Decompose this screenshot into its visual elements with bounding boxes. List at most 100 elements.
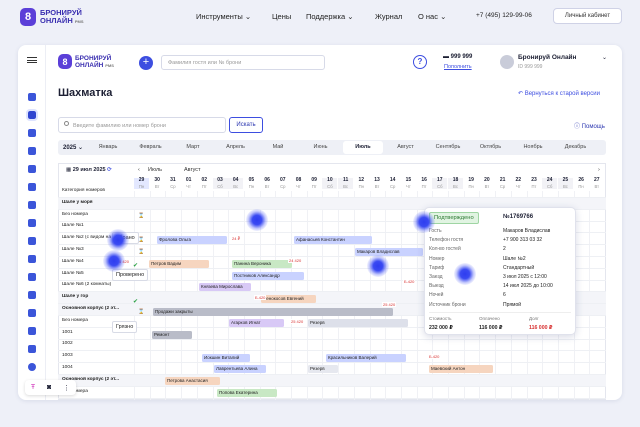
sidebar-chart-icon[interactable] [28,183,36,191]
room-group-row[interactable]: Основной корпус (2 эт... [62,376,120,382]
sidebar-document-icon[interactable] [28,147,36,155]
help-link[interactable]: ⓘ Помощь [574,124,605,130]
room-row[interactable]: 1004 [62,365,73,370]
chevron-down-icon[interactable]: ⌄ [602,55,608,61]
nav-support[interactable]: Поддержка ⌄ [306,12,354,21]
more-icon[interactable]: ⋮ [63,384,71,392]
sidebar-layers-icon[interactable] [28,291,36,299]
month-tab-10[interactable]: Ноябрь [523,144,543,150]
booking-bar[interactable]: Афанасьев Константин [294,236,372,244]
nav-prices[interactable]: Цены [272,12,292,21]
nav-journal[interactable]: Журнал [375,12,403,21]
popup-field-value: 3 июл 2025 с 12:00 [503,274,547,280]
room-row[interactable]: Шале №1 [62,223,84,229]
booking-bar[interactable]: Петров Вадим [149,260,209,268]
booking-search-input[interactable]: Введите фамилию или номер брони [58,117,226,133]
menu-icon[interactable] [27,57,37,63]
booking-bar[interactable]: Петрова Анастасия [165,377,220,385]
sidebar-list-icon[interactable] [28,237,36,245]
booking-bar[interactable]: Резерв [308,319,408,327]
booking-bar[interactable]: Иокшин Виталий [202,354,250,362]
app-logo[interactable]: 8 БРОНИРУЙ ОНЛАЙН PMS [58,54,145,69]
top-up-link[interactable]: Пополнить [444,64,472,70]
room-row[interactable]: Шале №4 [62,258,84,264]
next-arrow-icon[interactable]: › [598,167,600,173]
booking-bar[interactable]: Фролова Ольга [157,236,227,244]
popup-field-value: 6 [503,292,506,299]
booking-bar[interactable]: Панина Вероника [232,260,292,268]
user-name[interactable]: Бронируй Онлайн [518,54,577,61]
booking-bar[interactable]: Продажи закрыты [153,308,393,316]
text-tool-icon[interactable]: Ŧ [30,384,36,391]
day-header: 03 Сб [212,177,228,189]
room-row[interactable]: 1003 [62,353,73,359]
prev-arrow-icon[interactable]: ‹ [138,167,140,173]
sidebar-mail-icon[interactable] [28,273,36,281]
guest-search-input[interactable]: Фамилия гостя или № брони [161,55,325,70]
month-tab-9[interactable]: Октябрь [479,144,502,150]
room-row[interactable]: Категория номеров [62,188,105,193]
month-tab-3[interactable]: Апрель [226,144,245,150]
booking-bar[interactable]: Резерв [308,365,338,373]
booking-bar[interactable]: Постников Александр [232,272,304,280]
booking-bar[interactable]: Маевский Антон [429,365,493,373]
room-row[interactable]: Без номера [62,317,88,323]
help-icon[interactable]: ? [413,55,427,69]
search-button[interactable]: Искать [229,117,263,133]
sidebar-cloud-icon[interactable] [28,327,36,335]
month-tab-1[interactable]: Февраль [139,144,162,150]
booking-bar[interactable]: Ремонт [152,331,192,339]
sidebar-gear-icon[interactable] [28,255,36,263]
month-tab-6[interactable]: Июль [343,141,383,154]
room-row[interactable]: 1002 [62,341,73,347]
sidebar-box-icon[interactable] [28,201,36,209]
room-row[interactable]: Без номера [62,211,88,217]
site-logo[interactable]: 8 БРОНИРУЙ ОНЛАЙН PMS [20,8,110,26]
month-tab-2[interactable]: Март [186,144,200,150]
popup-field-label: Выезд [429,283,444,290]
room-row[interactable]: Шале №2 (с видом на дер. [62,235,122,241]
booking-bar[interactable]: Макаров Владислав [355,248,423,256]
booking-bar[interactable]: Красильников Валерий [326,354,406,362]
nav-tools[interactable]: Инструменты ⌄ [196,12,252,21]
phone-number[interactable]: +7 (495) 129-99-06 [476,12,532,19]
room-row[interactable]: Шале №3 [62,247,84,252]
booking-bar[interactable]: Агарков Игнат [229,319,284,327]
room-row[interactable]: Шале №5 [62,270,84,276]
room-group-row[interactable]: Шале у гор [62,294,89,300]
month-tab-8[interactable]: Сентябрь [435,144,461,150]
sidebar-key-icon[interactable] [28,309,36,317]
room-row[interactable]: 1001 [62,329,73,335]
room-group-row[interactable]: Основной корпус (2 эт... [62,306,120,311]
sidebar-check-icon[interactable] [28,219,36,227]
camera-icon[interactable]: ◙ [47,384,52,391]
booking-bar[interactable]: Князева Мирослава [199,283,251,291]
grid-date-picker[interactable]: ▦ 29 июл 2025 ⟳ [66,167,112,173]
month-tab-4[interactable]: Май [272,144,284,150]
popup-field-value: Прямой [503,301,522,308]
day-header: 12 Пн [358,177,365,189]
sidebar-tag-icon[interactable] [28,129,36,137]
room-row[interactable]: Шале №6 (2 комнаты) [62,282,112,288]
booking-bar[interactable]: Лаврентьева Алина [214,365,266,373]
avatar[interactable] [500,55,514,69]
sidebar-file-icon[interactable] [28,165,36,173]
add-booking-button[interactable]: + [139,56,153,70]
month-tab-0[interactable]: Январь [98,144,118,150]
month-tab-7[interactable]: Август [397,144,414,150]
room-group-row[interactable]: Шале у моря [62,199,93,205]
month-tab-5[interactable]: Июнь [313,144,328,150]
old-version-link[interactable]: ↶ Вернуться к старой версии [518,91,600,97]
sidebar-calendar-icon[interactable] [26,109,38,121]
sidebar-home-icon[interactable] [28,93,36,101]
year-select[interactable]: 2025 ⌄ [63,145,84,151]
sidebar-user-icon[interactable] [28,363,36,371]
booking-bar[interactable]: Попова Екатерина [217,389,277,397]
sidebar-flag-icon[interactable] [28,345,36,353]
day-header: 15 Чт [405,177,412,189]
month-tab-11[interactable]: Декабрь [564,144,587,150]
nav-about[interactable]: О нас ⌄ [418,12,447,21]
booking-bar[interactable]: Сенокосов Евгений [261,295,316,303]
cabinet-button[interactable]: Личный кабинет [553,8,622,24]
popup-footer-value: 116 000 ₽ [479,325,503,331]
